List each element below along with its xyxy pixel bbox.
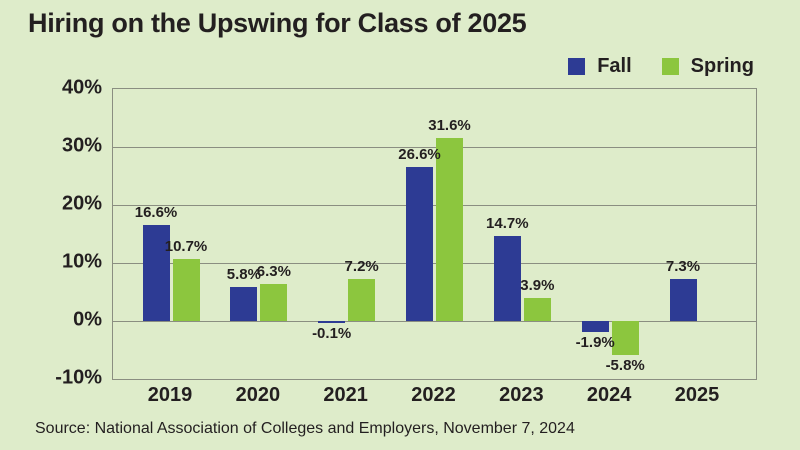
legend-label-fall: Fall <box>597 55 632 77</box>
value-label-fall-2023: 14.7% <box>486 214 529 232</box>
gridline <box>113 321 756 322</box>
y-tick-label: 30% <box>61 134 102 157</box>
bar-spring-2024 <box>611 321 639 355</box>
y-tick-label: -10% <box>55 366 102 389</box>
y-tick-label: 20% <box>61 192 102 215</box>
chart-title: Hiring on the Upswing for Class of 2025 <box>28 8 527 38</box>
bar-spring-2021 <box>348 279 376 321</box>
x-tick-label: 2020 <box>235 384 281 406</box>
bar-fall-2023 <box>493 235 521 321</box>
value-label-spring-2021: 7.2% <box>344 258 379 276</box>
y-tick-label: 40% <box>61 76 102 99</box>
value-label-spring-2022: 31.6% <box>428 116 471 134</box>
plot-area: 16.6% 10.7% 5.8% 6.3% -0.1% 7.2% 26.6% 31.6% 14.… <box>112 88 757 380</box>
x-tick-label: 2019 <box>147 384 193 406</box>
gridline <box>113 147 756 148</box>
y-tick-label: 0% <box>73 308 102 331</box>
bar-fall-2025 <box>669 278 697 321</box>
x-tick-label: 2023 <box>499 384 544 406</box>
x-axis: 2019 2020 2021 2022 2023 2024 2025 <box>112 384 755 410</box>
bar-spring-2020 <box>260 284 288 321</box>
bar-spring-2022 <box>436 137 463 321</box>
value-label-spring-2023: 3.9% <box>520 277 555 295</box>
y-axis: 40% 30% 20% 10% 0% -10% <box>0 77 102 389</box>
bar-spring-2019 <box>172 258 200 321</box>
value-label-fall-2019: 16.6% <box>134 203 178 221</box>
x-tick-label: 2022 <box>411 384 456 406</box>
bar-fall-2020 <box>230 287 258 321</box>
bar-fall-2019 <box>142 224 170 321</box>
source-note: Source: National Association of Colleges… <box>35 420 575 437</box>
value-label-fall-2022: 26.6% <box>398 145 441 163</box>
bar-fall-2021 <box>318 321 346 323</box>
value-label-fall-2020: 5.8% <box>226 266 261 284</box>
value-label-spring-2020: 6.3% <box>256 263 291 281</box>
x-tick-label: 2021 <box>323 384 368 406</box>
legend-label-spring: Spring <box>690 55 754 77</box>
y-tick-label: 10% <box>61 250 102 273</box>
value-label-spring-2024: -5.8% <box>605 356 645 374</box>
gridline <box>113 263 756 264</box>
legend: Fall Spring <box>568 55 754 78</box>
value-label-fall-2025: 7.3% <box>665 257 701 275</box>
legend-swatch-spring-icon <box>661 58 679 75</box>
bar-spring-2023 <box>523 298 551 321</box>
bar-fall-2022 <box>406 166 433 321</box>
value-label-spring-2019: 10.7% <box>164 237 208 255</box>
value-label-fall-2024: -1.9% <box>575 334 615 352</box>
x-tick-label: 2024 <box>586 384 632 406</box>
value-label-fall-2021: -0.1% <box>312 325 352 342</box>
gridline <box>113 205 756 206</box>
legend-swatch-fall-icon <box>568 58 586 75</box>
x-tick-label: 2025 <box>674 384 720 406</box>
bar-fall-2024 <box>581 321 609 333</box>
